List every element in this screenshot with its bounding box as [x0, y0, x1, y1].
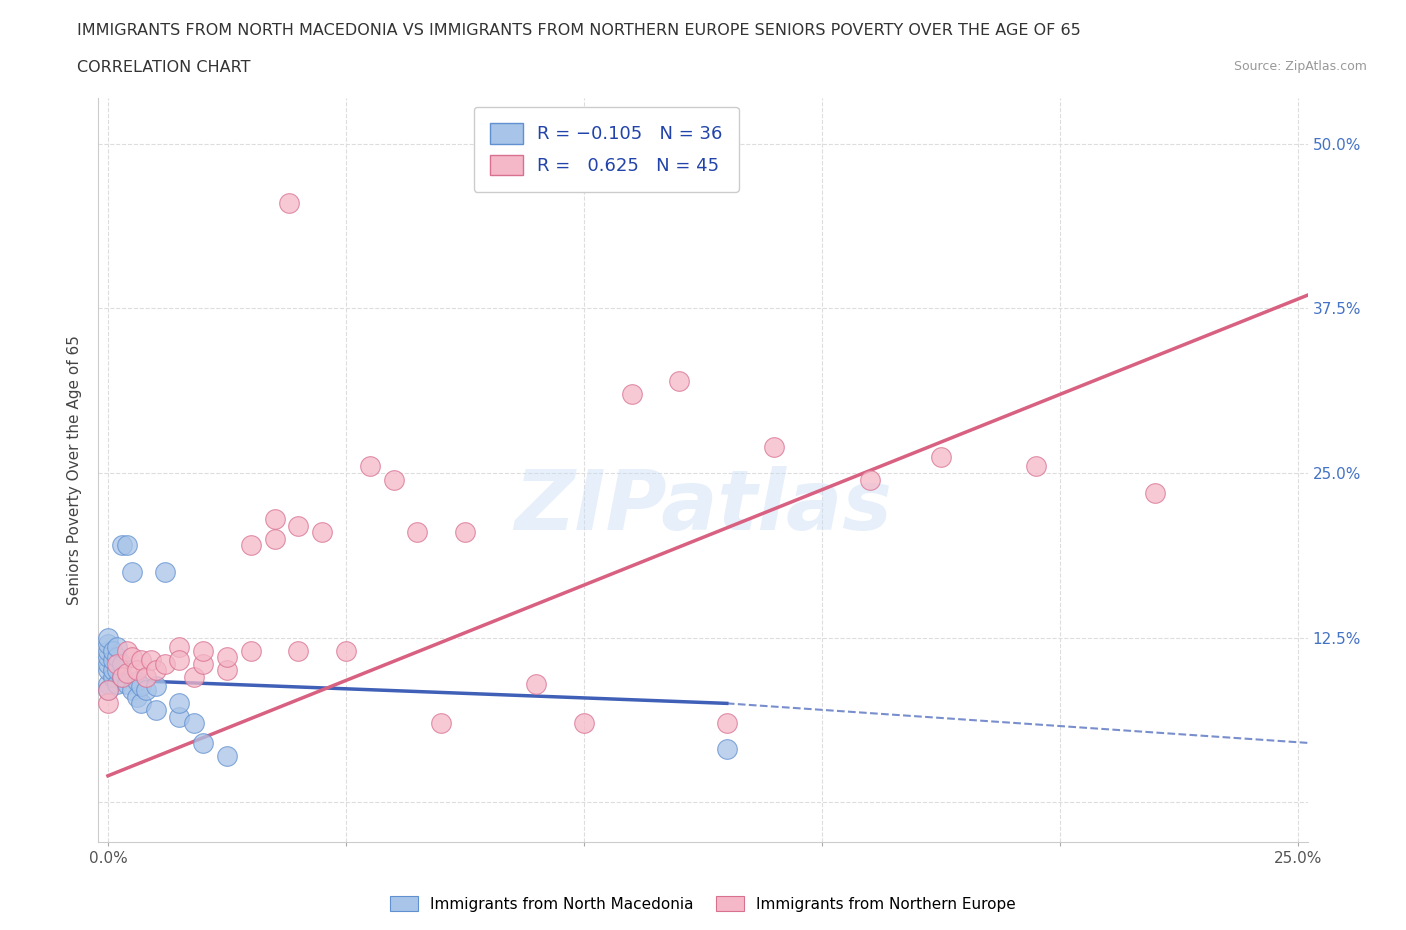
Point	[135, 670, 157, 684]
Point	[107, 676, 129, 691]
Point	[169, 639, 191, 654]
Point	[145, 702, 167, 717]
Point	[129, 679, 152, 694]
Point	[263, 531, 285, 546]
Point	[111, 670, 134, 684]
Point	[335, 644, 357, 658]
Point	[97, 650, 120, 665]
Point	[97, 696, 120, 711]
Point	[929, 450, 952, 465]
Point	[97, 676, 120, 691]
Point	[620, 387, 643, 402]
Point	[101, 644, 124, 658]
Point	[239, 644, 262, 658]
Point	[668, 373, 690, 388]
Point	[191, 657, 214, 671]
Point	[111, 538, 134, 552]
Point	[115, 676, 138, 691]
Point	[101, 663, 124, 678]
Point	[115, 538, 138, 552]
Point	[121, 683, 143, 698]
Point	[121, 650, 143, 665]
Point	[129, 653, 152, 668]
Point	[572, 716, 595, 731]
Legend: R = −0.105   N = 36, R =   0.625   N = 45: R = −0.105 N = 36, R = 0.625 N = 45	[474, 107, 738, 192]
Point	[716, 716, 738, 731]
Point	[97, 657, 120, 671]
Point	[430, 716, 453, 731]
Text: ZIPatlas: ZIPatlas	[515, 466, 891, 548]
Legend: Immigrants from North Macedonia, Immigrants from Northern Europe: Immigrants from North Macedonia, Immigra…	[384, 889, 1022, 918]
Point	[145, 663, 167, 678]
Point	[97, 663, 120, 678]
Point	[153, 657, 176, 671]
Point	[97, 637, 120, 652]
Point	[115, 644, 138, 658]
Point	[111, 657, 134, 671]
Point	[239, 538, 262, 552]
Point	[129, 696, 152, 711]
Point	[287, 518, 309, 533]
Point	[215, 663, 238, 678]
Point	[277, 195, 299, 210]
Point	[97, 644, 120, 658]
Text: CORRELATION CHART: CORRELATION CHART	[77, 60, 250, 75]
Point	[763, 439, 786, 454]
Point	[215, 650, 238, 665]
Point	[859, 472, 882, 487]
Point	[716, 742, 738, 757]
Text: Source: ZipAtlas.com: Source: ZipAtlas.com	[1233, 60, 1367, 73]
Point	[169, 653, 191, 668]
Point	[263, 512, 285, 526]
Point	[101, 670, 124, 684]
Point	[215, 749, 238, 764]
Y-axis label: Seniors Poverty Over the Age of 65: Seniors Poverty Over the Age of 65	[67, 335, 83, 604]
Point	[406, 525, 429, 539]
Point	[287, 644, 309, 658]
Point	[382, 472, 405, 487]
Point	[125, 673, 148, 688]
Point	[524, 676, 547, 691]
Point	[107, 639, 129, 654]
Point	[115, 666, 138, 681]
Text: IMMIGRANTS FROM NORTH MACEDONIA VS IMMIGRANTS FROM NORTHERN EUROPE SENIORS POVER: IMMIGRANTS FROM NORTH MACEDONIA VS IMMIG…	[77, 23, 1081, 38]
Point	[183, 670, 205, 684]
Point	[101, 653, 124, 668]
Point	[97, 683, 120, 698]
Point	[139, 653, 162, 668]
Point	[107, 650, 129, 665]
Point	[183, 716, 205, 731]
Point	[1144, 485, 1167, 500]
Point	[125, 689, 148, 704]
Point	[169, 696, 191, 711]
Point	[125, 663, 148, 678]
Point	[169, 709, 191, 724]
Point	[135, 683, 157, 698]
Point	[107, 663, 129, 678]
Point	[153, 565, 176, 579]
Point	[145, 679, 167, 694]
Point	[191, 644, 214, 658]
Point	[111, 670, 134, 684]
Point	[1025, 458, 1047, 473]
Point	[97, 631, 120, 645]
Point	[97, 683, 120, 698]
Point	[107, 657, 129, 671]
Point	[454, 525, 477, 539]
Point	[359, 458, 381, 473]
Point	[191, 736, 214, 751]
Point	[311, 525, 333, 539]
Point	[121, 565, 143, 579]
